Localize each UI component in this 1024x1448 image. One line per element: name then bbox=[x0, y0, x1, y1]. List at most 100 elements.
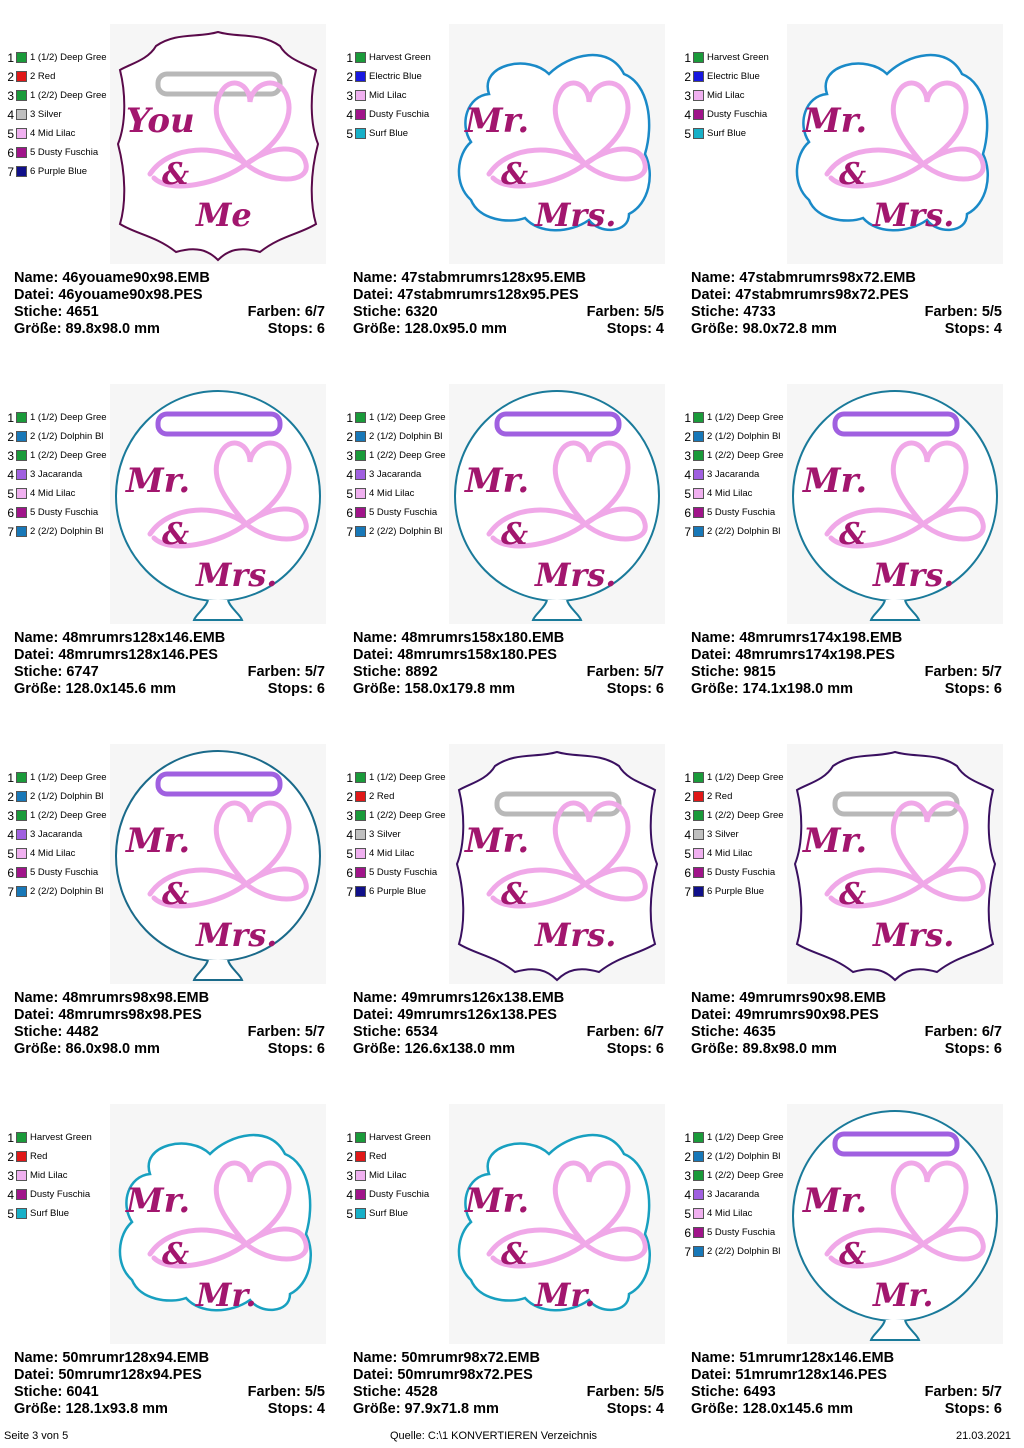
color-index: 4 bbox=[346, 107, 353, 122]
color-legend-row: 2 2 (1/2) Dolphin Bl bbox=[681, 1147, 799, 1166]
color-name: 2 (1/2) Dolphin Bl bbox=[707, 1151, 781, 1162]
color-legend-row: 4 3 Jacaranda bbox=[343, 465, 461, 484]
design-info-row: Datei: 46youame90x98.PES bbox=[14, 287, 325, 304]
color-swatch bbox=[355, 810, 366, 821]
color-name: Surf Blue bbox=[707, 128, 747, 139]
design-stitches: Stiche: 6534 bbox=[353, 1024, 438, 1040]
color-swatch bbox=[16, 1208, 27, 1219]
color-name: 5 Dusty Fuschia bbox=[30, 147, 99, 158]
color-index: 3 bbox=[7, 88, 14, 103]
design-preview-svg: Mr. &Mrs. bbox=[792, 390, 998, 621]
design-name: Name: 51mrumr128x146.EMB bbox=[691, 1350, 895, 1366]
color-legend-row: 4 3 Jacaranda bbox=[681, 465, 799, 484]
color-swatch bbox=[693, 848, 704, 859]
design-preview-svg: Mr. &Mrs. bbox=[457, 53, 651, 234]
design-text-line1: Mr. bbox=[464, 461, 529, 501]
color-legend-row: 2 2 (1/2) Dolphin Bl bbox=[4, 787, 122, 806]
design-size: Größe: 126.6x138.0 mm bbox=[353, 1041, 516, 1057]
color-legend-row: 2 2 (1/2) Dolphin Bl bbox=[4, 427, 122, 446]
color-name: 2 (2/2) Dolphin Bl bbox=[30, 526, 104, 537]
design-info-row: Größe: 97.9x71.8 mm Stops: 4 bbox=[353, 1401, 664, 1418]
color-index: 2 bbox=[7, 1149, 14, 1164]
color-legend-row: 5 Surf Blue bbox=[681, 124, 799, 143]
design-size: Größe: 89.8x98.0 mm bbox=[14, 321, 160, 337]
design-info-row: Name: 51mrumr128x146.EMB bbox=[691, 1350, 1002, 1367]
color-swatch bbox=[16, 1151, 27, 1162]
color-legend-row: 2 Red bbox=[343, 1147, 461, 1166]
color-swatch bbox=[16, 166, 27, 177]
design-stops: Stops: 6 bbox=[267, 1041, 325, 1057]
color-index: 3 bbox=[346, 1168, 353, 1183]
color-name: 1 (1/2) Deep Gree bbox=[707, 1132, 784, 1143]
color-legend-row: 3 1 (2/2) Deep Gree bbox=[681, 1166, 799, 1185]
design-size: Größe: 174.1x198.0 mm bbox=[691, 681, 854, 697]
color-index: 2 bbox=[7, 429, 14, 444]
color-index: 1 bbox=[684, 410, 691, 425]
color-index: 2 bbox=[7, 69, 14, 84]
color-swatch bbox=[355, 71, 366, 82]
color-swatch bbox=[355, 507, 366, 518]
design-info: Name: 49mrumrs90x98.EMB Datei: 49mrumrs90… bbox=[691, 990, 1002, 1058]
design-preview: Mr. & Mrs. bbox=[787, 744, 1003, 984]
color-index: 3 bbox=[684, 448, 691, 463]
design-size: Größe: 158.0x179.8 mm bbox=[353, 681, 516, 697]
color-legend-row: 4 3 Silver bbox=[343, 825, 461, 844]
color-legend: 1 1 (1/2) Deep Gree 2 2 (1/2) Dolphin Bl 3 1 … bbox=[681, 1128, 799, 1261]
color-index: 1 bbox=[684, 1130, 691, 1145]
design-preview-svg: Mr. &Mrs. bbox=[454, 390, 660, 621]
design-info: Name: 48mrumrs128x146.EMB Datei: 48mrumrs… bbox=[14, 630, 325, 698]
design-file: Datei: 49mrumrs90x98.PES bbox=[691, 1007, 879, 1023]
color-legend-row: 4 3 Jacaranda bbox=[4, 825, 122, 844]
color-legend-row: 4 3 Jacaranda bbox=[4, 465, 122, 484]
design-text-line3: Mr. bbox=[195, 1276, 256, 1314]
color-swatch bbox=[16, 772, 27, 783]
design-text-line3: Mrs. bbox=[534, 196, 616, 234]
color-legend-row: 4 Dusty Fuschia bbox=[681, 105, 799, 124]
design-text-line3: Mrs. bbox=[195, 916, 277, 954]
color-swatch bbox=[355, 1170, 366, 1181]
design-name: Name: 47stabmrumrs128x95.EMB bbox=[353, 270, 586, 286]
color-index: 1 bbox=[7, 410, 14, 425]
design-stops: Stops: 4 bbox=[267, 1401, 325, 1417]
color-swatch bbox=[693, 109, 704, 120]
color-name: Dusty Fuschia bbox=[707, 109, 768, 120]
design-text-ampersand: & bbox=[501, 1237, 528, 1272]
color-name: 1 (1/2) Deep Gree bbox=[707, 772, 784, 783]
design-name: Name: 49mrumrs126x138.EMB bbox=[353, 990, 565, 1006]
color-index: 4 bbox=[7, 107, 14, 122]
design-stops: Stops: 6 bbox=[944, 681, 1002, 697]
color-swatch bbox=[355, 886, 366, 897]
design-text-line1: Mr. bbox=[125, 461, 190, 501]
color-swatch bbox=[355, 128, 366, 139]
color-name: 1 (1/2) Deep Gree bbox=[707, 412, 784, 423]
color-swatch bbox=[355, 772, 366, 783]
design-info-row: Stiche: 6320 Farben: 5/5 bbox=[353, 304, 664, 321]
design-stops: Stops: 6 bbox=[267, 321, 325, 337]
color-legend-row: 1 Harvest Green bbox=[681, 48, 799, 67]
color-legend-row: 7 2 (2/2) Dolphin Bl bbox=[681, 522, 799, 541]
color-legend-row: 4 Dusty Fuschia bbox=[343, 105, 461, 124]
design-preview: Mr. & Mrs. bbox=[787, 24, 1003, 264]
color-name: 4 Mid Lilac bbox=[707, 488, 753, 499]
color-swatch bbox=[355, 450, 366, 461]
design-info: Name: 48mrumrs158x180.EMB Datei: 48mrumrs… bbox=[353, 630, 664, 698]
design-stops: Stops: 6 bbox=[267, 681, 325, 697]
color-name: 4 Mid Lilac bbox=[369, 848, 415, 859]
color-swatch bbox=[355, 848, 366, 859]
design-text-line1: Mr. bbox=[464, 101, 529, 141]
design-preview: Mr. & Mrs. bbox=[787, 384, 1003, 624]
color-index: 7 bbox=[7, 884, 14, 899]
color-index: 4 bbox=[684, 467, 691, 482]
color-swatch bbox=[693, 810, 704, 821]
design-card: Mr. & Mrs. 1 Harvest Green 2 Electric Blue 3 Mid… bbox=[677, 0, 1016, 360]
color-index: 7 bbox=[346, 884, 353, 899]
design-size: Größe: 97.9x71.8 mm bbox=[353, 1401, 499, 1417]
design-text-ampersand: & bbox=[839, 517, 866, 552]
design-preview: You & Me bbox=[110, 24, 326, 264]
color-legend-row: 3 Mid Lilac bbox=[343, 86, 461, 105]
color-legend-row: 3 1 (2/2) Deep Gree bbox=[681, 806, 799, 825]
design-thumbnail: Mr. & Mrs. 1 Harvest Green 2 Electric Blue 3 Mid… bbox=[339, 24, 665, 264]
color-index: 2 bbox=[7, 789, 14, 804]
design-info: Name: 46youame90x98.EMB Datei: 46youame90… bbox=[14, 270, 325, 338]
color-index: 7 bbox=[7, 524, 14, 539]
